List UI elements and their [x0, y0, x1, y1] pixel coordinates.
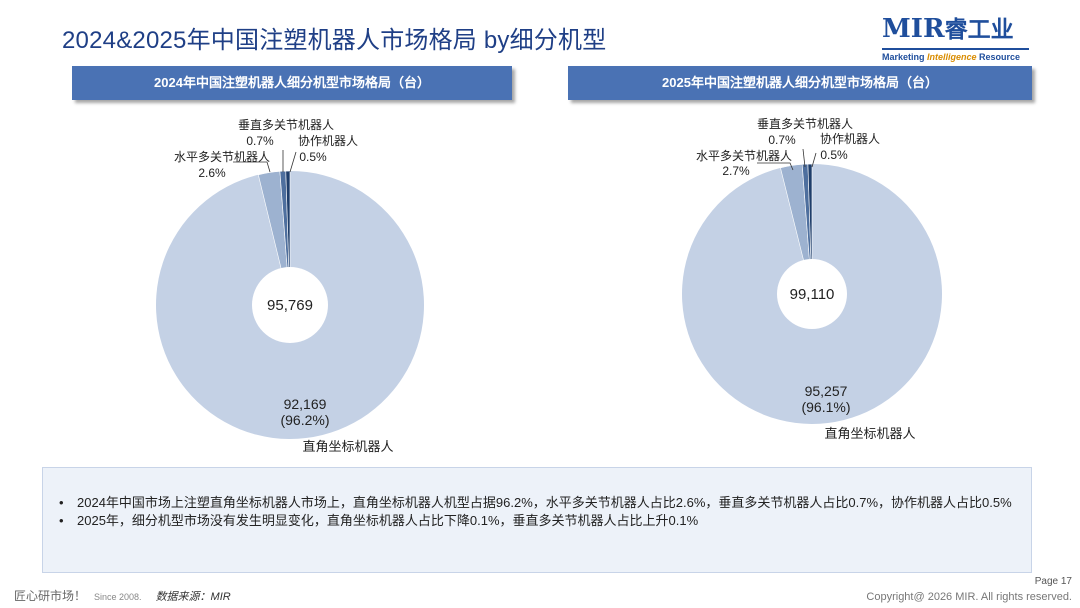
chart-2024-title-banner: 2024年中国注塑机器人细分机型市场格局（台）: [72, 66, 512, 100]
logo-brand: MIR: [882, 14, 945, 44]
pie0-slice-3-name: 协作机器人: [298, 133, 358, 148]
pie0-total-label: 95,769: [267, 297, 313, 314]
pie0-slice-2-name: 垂直多关节机器人: [238, 118, 334, 132]
pie0-slice-1-name: 水平多关节机器人: [174, 150, 270, 164]
page-title: 2024&2025年中国注塑机器人市场格局 by细分机型: [62, 27, 607, 54]
pie1-main-value-label: 95,257: [805, 383, 848, 399]
pie0-slice-3-pct: 0.5%: [299, 150, 327, 164]
pie1-slice-2-pct: 0.7%: [768, 133, 796, 147]
pie0-main-name-label: 直角坐标机器人: [302, 440, 393, 455]
logo-tagline: Marketing Intelligence Resource: [882, 52, 1020, 62]
pie1-slice-1-pct: 2.7%: [722, 164, 750, 178]
note-2025: 2025年，细分机型市场没有发生明显变化，直角坐标机器人占比下降0.1%，垂直多…: [57, 512, 1015, 529]
mir-logo: MIR睿工业 Marketing Intelligence Resource: [882, 14, 1032, 64]
pie1-slice-3-name: 协作机器人: [820, 131, 880, 146]
summary-notes: 2024年中国市场上注塑直角坐标机器人市场上，直角坐标机器人机型占据96.2%，…: [42, 467, 1032, 573]
pie0-slice-1-pct: 2.6%: [198, 166, 226, 180]
pie1-callout-line-1: [757, 162, 794, 171]
footer-left: 匠心研市场！ Since 2008. 数据来源：MIR: [14, 587, 231, 604]
pie1-callout-line-2: [802, 148, 806, 168]
chart-2025-title-banner: 2025年中国注塑机器人细分机型市场格局（台）: [568, 66, 1032, 100]
footer-since: Since 2008.: [94, 592, 142, 602]
pie1-total-label: 99,110: [790, 286, 835, 303]
logo-tagline-right: Resource: [976, 52, 1021, 62]
note-2024: 2024年中国市场上注塑直角坐标机器人市场上，直角坐标机器人机型占据96.2%，…: [57, 494, 1015, 511]
logo-tagline-mid: Intelligence: [927, 52, 977, 62]
pie1-slice-2-name: 垂直多关节机器人: [757, 117, 853, 131]
pie0-center-hole: [252, 267, 328, 343]
pie1-callout-line-3: [811, 152, 817, 168]
pie1-slice-1-name: 水平多关节机器人: [696, 149, 792, 163]
logo-brand-cn: 睿工业: [944, 17, 1014, 43]
pie1-center-hole: [777, 259, 847, 329]
footer-source: 数据来源：MIR: [155, 591, 231, 603]
pie1-main-pct-label: (96.1%): [801, 399, 850, 415]
pie0-main-pct-label: (96.2%): [280, 412, 329, 428]
logo-tagline-left: Marketing: [882, 52, 928, 62]
page-number: Page 17: [1034, 576, 1072, 587]
pie0-slice-2-pct: 0.7%: [246, 134, 274, 148]
pie1-main-name-label: 直角坐标机器人: [824, 427, 915, 442]
pie0-main-value-label: 92,169: [284, 396, 327, 412]
pie0-callout-line-1: [233, 161, 271, 173]
pie1-slice-3-pct: 0.5%: [820, 148, 848, 162]
pie0-callout-line-3: [289, 151, 297, 173]
footer-slogan: 匠心研市场！: [14, 589, 87, 603]
copyright: Copyright@ 2026 MIR. All rights reserved…: [866, 591, 1072, 603]
charts-canvas: 95,769 92,169(96.2%) 直角坐标机器人 水平多关节机器人 2.6% 垂直…: [156, 117, 942, 455]
logo-rule: [882, 48, 1029, 50]
